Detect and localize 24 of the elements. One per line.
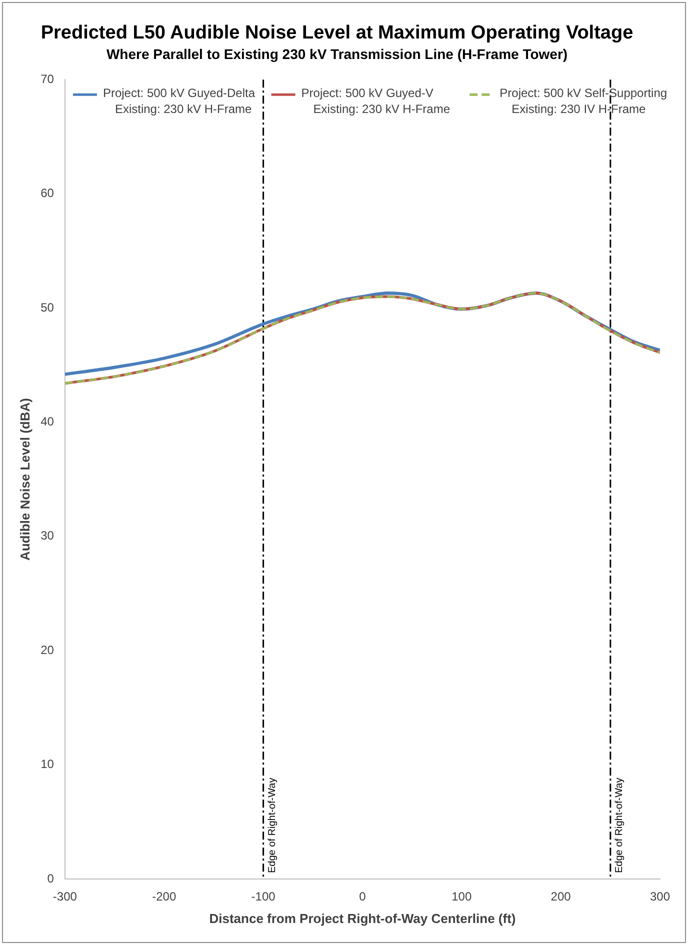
- y-axis-title: Audible Noise Level (dBA): [17, 398, 32, 561]
- y-tick-label: 10: [40, 757, 54, 772]
- chart-title: Predicted L50 Audible Noise Level at Maximum Operating Voltage: [40, 22, 634, 44]
- legend-label: Project: 500 kV Guyed-V Existing: 230 kV H-Frame: [301, 86, 450, 116]
- y-tick-label: 60: [40, 186, 54, 200]
- x-tick-label: 200: [550, 890, 572, 904]
- y-tick-label: 40: [40, 414, 54, 429]
- x-tick-label: -200: [152, 890, 176, 904]
- x-tick-label: 300: [650, 890, 670, 904]
- chart-subtitle: Where Parallel to Existing 230 kV Transmission Line (H-Frame Tower): [106, 46, 568, 62]
- legend-label: Project: 500 kV Self-Supporting Existing: 230 IV H-Frame: [500, 86, 668, 116]
- y-tick-label: 50: [40, 300, 54, 314]
- y-tick-label: 30: [40, 528, 54, 543]
- x-tick-label: -100: [251, 890, 276, 904]
- y-tick-label: 0: [47, 871, 54, 886]
- x-tick-label: 100: [452, 890, 472, 904]
- y-tick-label: 20: [40, 642, 54, 657]
- y-tick-label: 70: [40, 72, 54, 86]
- legend-label: Project: 500 kV Guyed-Delta Existing: 230 kV H-Frame: [102, 86, 256, 116]
- x-axis-title: Distance from Project Right-of-Way Centerline (ft): [209, 910, 516, 926]
- x-tick-label: -300: [52, 890, 78, 904]
- ref-line-label: Edge of Right-of-Way: [614, 778, 626, 873]
- x-tick-label: 0: [359, 890, 366, 904]
- ref-line-label: Edge of Right-of-Way: [267, 778, 278, 873]
